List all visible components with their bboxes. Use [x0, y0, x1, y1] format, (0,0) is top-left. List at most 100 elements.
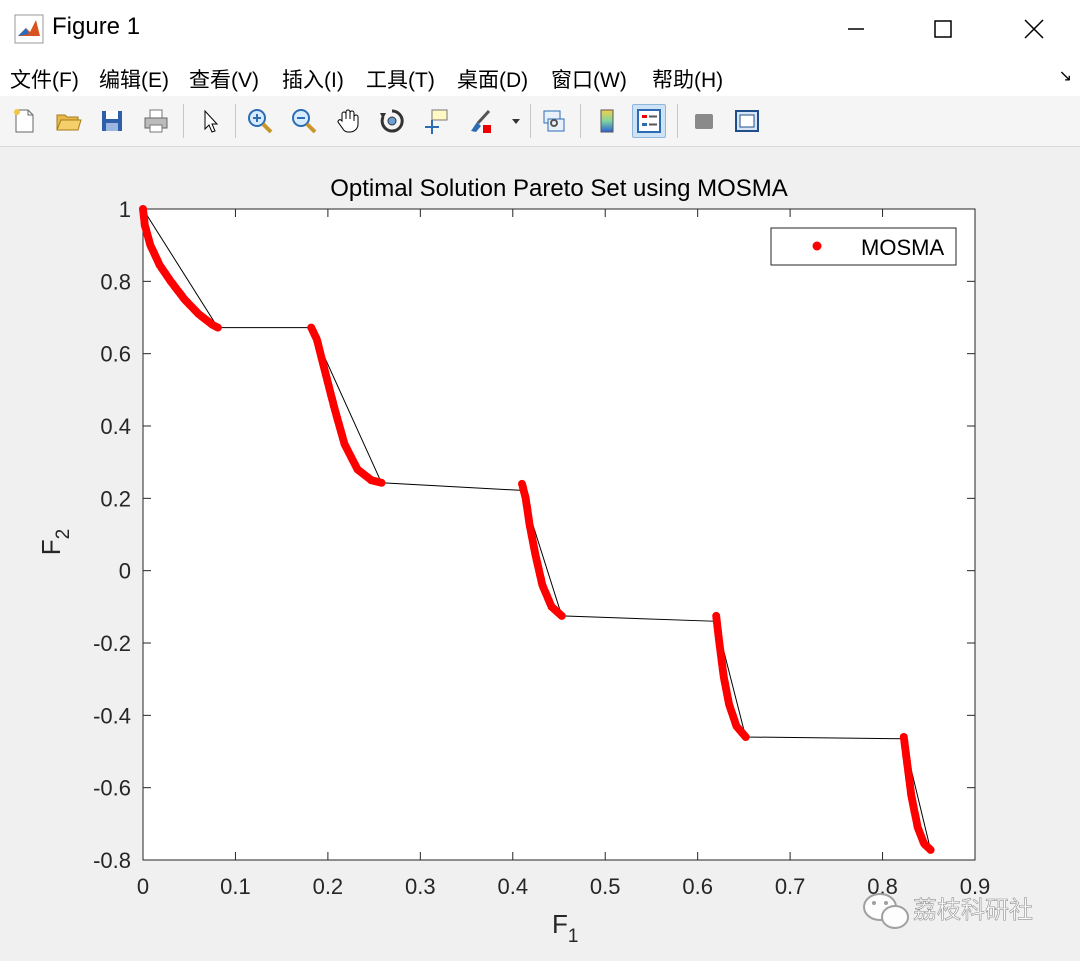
y-tick-label: -0.2: [93, 631, 131, 656]
toolbar-separator: [530, 104, 531, 138]
hide-plot-tools-button[interactable]: [687, 104, 721, 138]
minimize-button[interactable]: [810, 0, 902, 58]
legend-box: [770, 227, 957, 266]
toolbar-separator: [235, 104, 236, 138]
menu-help[interactable]: 帮助(H): [652, 69, 724, 92]
menu-tools[interactable]: 工具(T): [366, 69, 435, 92]
figure-toolbar: [0, 96, 1080, 147]
legend-icon: [637, 109, 661, 133]
legend-entry-mosma: MOSMA: [861, 235, 944, 260]
menu-insert[interactable]: 插入(I): [282, 69, 344, 92]
y-axis-label: F2: [36, 529, 74, 555]
zoom-in-button[interactable]: [243, 104, 277, 138]
toolbar-separator: [580, 104, 581, 138]
pareto-point: [557, 611, 566, 620]
x-tick-label: 0.5: [590, 874, 621, 899]
brush-button[interactable]: [464, 104, 498, 138]
minimize-icon: [848, 28, 864, 30]
y-tick-label: 0.6: [100, 342, 131, 367]
colorbar-button[interactable]: [590, 104, 624, 138]
data-cursor-button[interactable]: [419, 104, 453, 138]
x-tick-label: 0.7: [775, 874, 806, 899]
menu-desktop[interactable]: 桌面(D): [457, 69, 529, 92]
x-tick-labels: 0 0.1 0.2 0.3 0.4 0.5 0.6 0.7 0.8 0.9: [137, 874, 990, 899]
brush-icon: [471, 109, 491, 133]
toolbar-separator: [677, 104, 678, 138]
pareto-point: [213, 323, 222, 332]
legend-button[interactable]: [632, 104, 666, 138]
x-tick-label: 0.9: [960, 874, 991, 899]
figure-canvas: 0 0.1 0.2 0.3 0.4 0.5 0.6 0.7 0.8 0.9 -0.8 -0.6 -0.…: [0, 147, 1080, 956]
y-tick-label: 0.2: [100, 486, 131, 511]
zoom-out-icon: [292, 109, 317, 134]
x-tick-label: 0: [137, 874, 149, 899]
legend[interactable]: MOSMA: [770, 227, 957, 266]
print-button[interactable]: [139, 104, 173, 138]
y-axis-label-main: F: [36, 539, 66, 555]
print-icon: [144, 109, 168, 133]
x-tick-label: 0.4: [497, 874, 528, 899]
pareto-point: [377, 478, 386, 487]
close-icon: [1024, 19, 1044, 39]
x-tick-label: 0.1: [220, 874, 251, 899]
window-title: Figure 1: [52, 13, 141, 40]
maximize-button[interactable]: [897, 0, 989, 58]
y-tick-label: 0.8: [100, 269, 131, 294]
y-tick-label: 0: [119, 559, 131, 584]
pareto-points: [139, 205, 935, 854]
brush-dropdown[interactable]: [504, 104, 528, 138]
show-plot-tools-button[interactable]: [730, 104, 764, 138]
zoom-in-icon: [248, 109, 273, 134]
menu-file[interactable]: 文件(F): [10, 69, 79, 92]
pareto-connection-line: [142, 208, 932, 851]
chart-title: Optimal Solution Pareto Set using MOSMA: [330, 175, 788, 202]
y-tick-label: 0.4: [100, 414, 131, 439]
edit-plot-cursor-icon: [204, 109, 219, 133]
x-tick-label: 0.3: [405, 874, 436, 899]
x-axis-label: F1: [552, 909, 578, 947]
axes-background: [143, 209, 975, 860]
link-plot-icon: [543, 110, 565, 132]
pareto-point: [926, 845, 935, 854]
window-titlebar: Figure 1: [0, 0, 1080, 58]
close-button[interactable]: [988, 0, 1080, 58]
pareto-plot[interactable]: 0 0.1 0.2 0.3 0.4 0.5 0.6 0.7 0.8 0.9 -0.8 -0.6 -0.…: [0, 147, 1080, 956]
chevron-down-icon: [512, 119, 520, 124]
rotate-3d-button[interactable]: [375, 104, 409, 138]
zoom-out-button[interactable]: [287, 104, 321, 138]
pan-hand-icon: [337, 109, 359, 133]
dock-arrow-icon[interactable]: ↘: [1058, 68, 1072, 85]
new-figure-button[interactable]: [7, 104, 41, 138]
y-tick-labels: -0.8 -0.6 -0.4 -0.2 0 0.2 0.4 0.6 0.8 1: [93, 197, 131, 873]
watermark: 荔枝科研社: [863, 893, 1033, 929]
wechat-icon: [863, 893, 909, 929]
x-axis-label-main: F: [552, 909, 568, 939]
toolbar-separator: [183, 104, 184, 138]
edit-plot-button[interactable]: [193, 104, 227, 138]
x-axis-label-sub: 1: [568, 926, 579, 947]
hide-plot-tools-icon: [695, 114, 713, 129]
link-plot-button[interactable]: [537, 104, 571, 138]
save-button[interactable]: [95, 104, 129, 138]
y-axis-label-sub: 2: [53, 529, 74, 540]
save-icon: [102, 111, 122, 131]
menu-window[interactable]: 窗口(W): [551, 69, 627, 92]
data-cursor-icon: [425, 109, 448, 134]
new-figure-icon: [14, 109, 34, 133]
x-tick-label: 0.6: [682, 874, 713, 899]
rotate-3d-icon: [380, 109, 404, 133]
colorbar-icon: [600, 109, 614, 133]
x-tick-label: 0.2: [313, 874, 344, 899]
open-file-icon: [56, 114, 82, 131]
connection-line: [142, 208, 932, 851]
y-tick-label: -0.8: [93, 848, 131, 873]
open-file-button[interactable]: [51, 104, 85, 138]
axes-box: [142, 208, 976, 861]
y-tick-label: -0.6: [93, 776, 131, 801]
show-plot-tools-icon: [735, 110, 759, 132]
matlab-app-icon: [14, 14, 44, 44]
menu-edit[interactable]: 编辑(E): [99, 69, 169, 92]
menu-view[interactable]: 查看(V): [189, 69, 259, 92]
pan-button[interactable]: [331, 104, 365, 138]
y-tick-label: -0.4: [93, 703, 131, 728]
